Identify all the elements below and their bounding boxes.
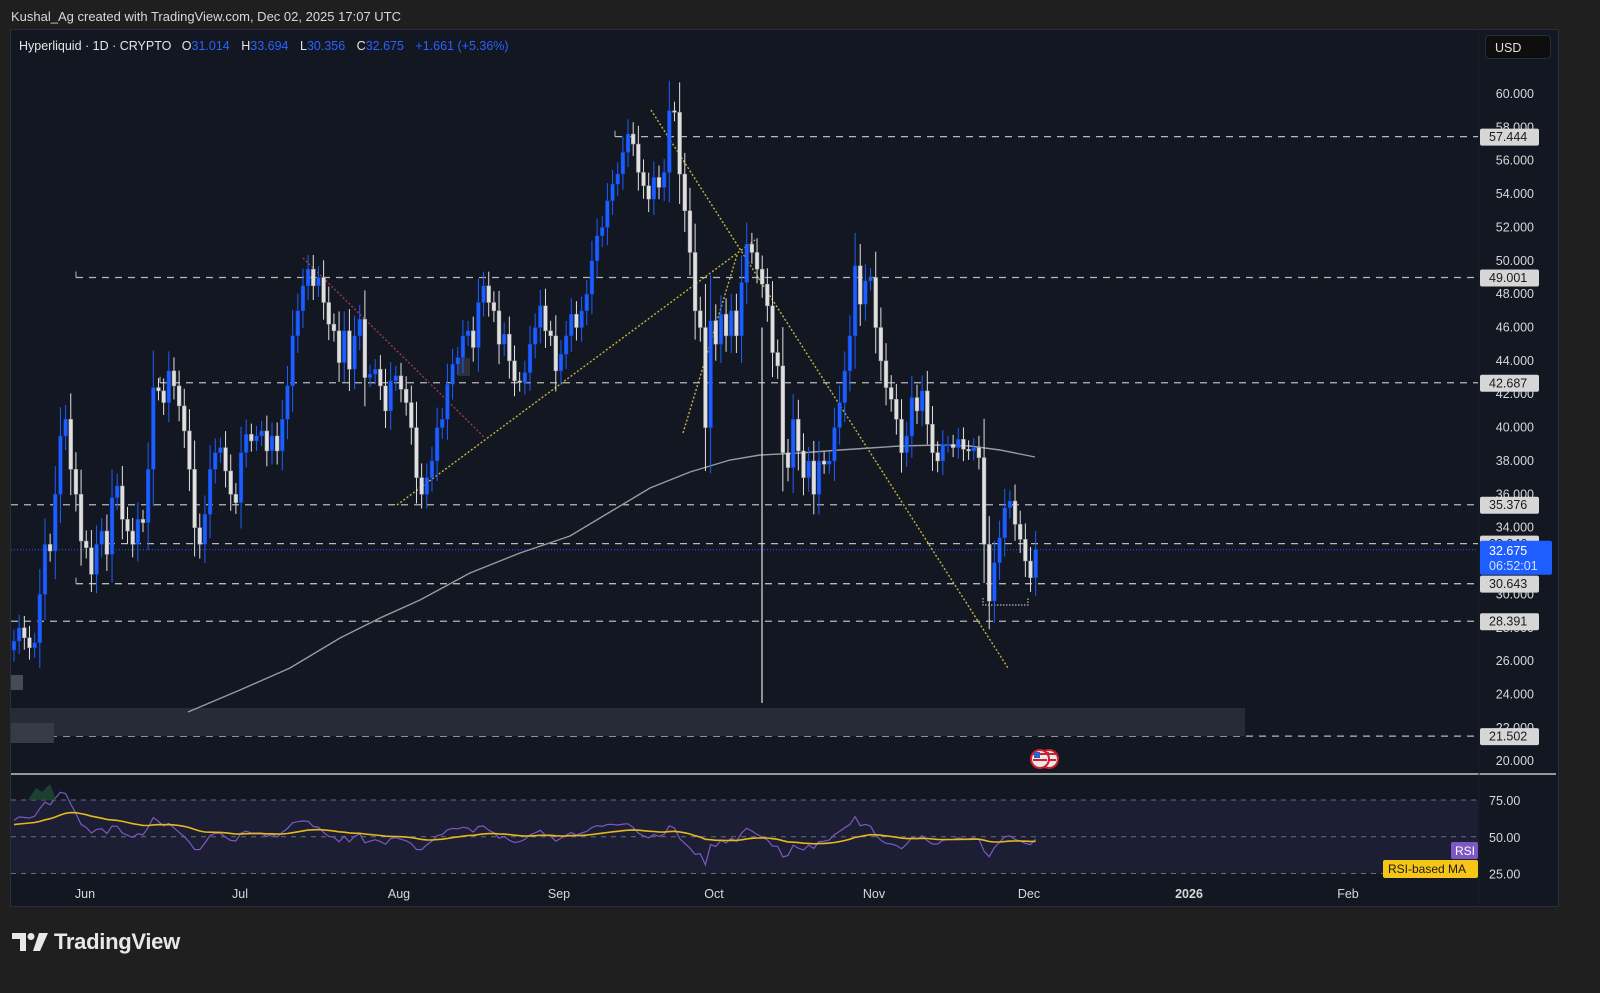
ohlc-legend: Hyperliquid · 1D · CRYPTO O31.014 H33.69… [19, 39, 517, 53]
branding-text: TradingView [54, 929, 180, 954]
price-axis[interactable]: 60.00058.00056.00054.00052.00050.00048.0… [1383, 30, 1552, 906]
low-label: L [300, 39, 307, 53]
price-tick: 40.000 [1496, 421, 1534, 435]
tradingview-logo-icon [12, 933, 48, 951]
open-value: 31.014 [191, 39, 230, 53]
economic-event-icons[interactable] [1030, 749, 1059, 769]
rsi-lines [13, 784, 1037, 867]
rsi-tick: 25.00 [1489, 868, 1520, 882]
price-tick: 52.000 [1496, 220, 1534, 234]
close-value: 32.675 [365, 39, 404, 53]
time-tick: Aug [388, 887, 410, 901]
price-tick: 48.000 [1496, 287, 1534, 301]
time-axis[interactable]: Jun Jul Aug Sep Oct Nov Dec 2026 Feb [75, 887, 1359, 901]
bar-countdown: 06:52:01 [1489, 559, 1538, 573]
horizontal-levels[interactable] [11, 130, 1478, 737]
high-label: H [241, 39, 251, 53]
level-price-label: 35.376 [1489, 498, 1527, 512]
price-tick: 50.000 [1496, 254, 1534, 268]
change-value: +1.661 (+5.36%) [415, 39, 509, 53]
chart-credit: Kushal_Ag created with TradingView.com, … [11, 9, 401, 24]
time-tick: 2026 [1175, 887, 1203, 901]
price-tick: 56.000 [1496, 154, 1534, 168]
price-tick: 26.000 [1496, 654, 1534, 668]
time-tick: Nov [863, 887, 886, 901]
rsi-pane [11, 773, 1556, 874]
time-tick: Feb [1337, 887, 1359, 901]
level-price-label: 42.687 [1489, 376, 1527, 390]
level-price-label: 30.643 [1489, 577, 1527, 591]
high-value: 33.694 [250, 39, 289, 53]
time-tick: Dec [1018, 887, 1040, 901]
price-tick: 46.000 [1496, 321, 1534, 335]
time-tick: Jul [232, 887, 248, 901]
price-tick: 20.000 [1496, 754, 1534, 768]
rsi-tick: 75.00 [1489, 794, 1520, 808]
price-tick: 24.000 [1496, 687, 1534, 701]
time-tick: Jun [75, 887, 95, 901]
last-price-label: 32.675 [1489, 544, 1527, 558]
moving-average-line [187, 444, 1036, 713]
price-tick: 34.000 [1496, 521, 1534, 535]
symbol-title[interactable]: Hyperliquid · 1D · CRYPTO [19, 39, 172, 53]
tradingview-logo: TradingView [12, 929, 180, 955]
candlesticks [11, 80, 1038, 703]
level-price-label: 21.502 [1489, 730, 1527, 744]
open-label: O [181, 39, 192, 53]
demand-zones[interactable] [11, 358, 1245, 743]
price-tick: 54.000 [1496, 187, 1534, 201]
level-price-label: 49.001 [1489, 271, 1527, 285]
close-label: C [356, 39, 366, 53]
level-price-label: 28.391 [1489, 615, 1527, 629]
rsi-ma-tag: RSI-based MA [1388, 862, 1466, 876]
rsi-tag: RSI [1455, 844, 1475, 858]
time-tick: Oct [704, 887, 724, 901]
price-tick: 44.000 [1496, 354, 1534, 368]
price-tick: 38.000 [1496, 454, 1534, 468]
time-tick: Sep [548, 887, 570, 901]
currency-button[interactable]: USD [1485, 35, 1551, 59]
price-tick: 60.000 [1496, 87, 1534, 101]
rsi-tick: 50.00 [1489, 831, 1520, 845]
level-price-label: 57.444 [1489, 130, 1527, 144]
chart-frame[interactable] [10, 29, 1559, 907]
low-value: 30.356 [306, 39, 346, 53]
